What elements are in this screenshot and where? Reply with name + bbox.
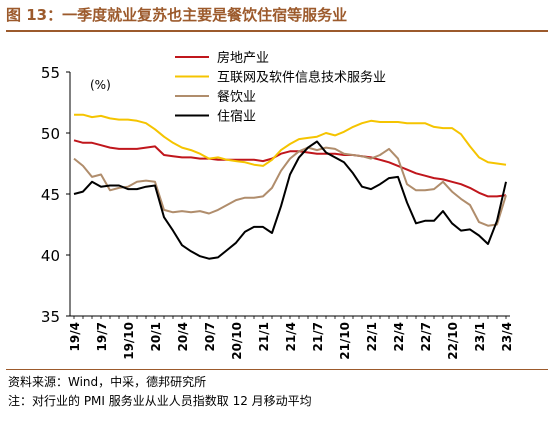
y-tick-label: 45 (41, 186, 60, 204)
y-tick-label: 50 (41, 125, 60, 143)
y-axis-unit-label: (%) (90, 78, 111, 92)
x-tick-label: 23/4 (500, 322, 514, 351)
legend-label-1: 房地产业 (217, 50, 269, 66)
x-tick-label: 19/10 (122, 322, 136, 360)
legend-label-3: 餐饮业 (217, 89, 256, 105)
x-tick-label: 19/4 (68, 322, 82, 351)
title-divider (6, 30, 548, 32)
y-tick-label: 55 (41, 64, 60, 82)
x-tick-label: 20/1 (149, 322, 163, 351)
line-chart: 35 40 45 50 55 (%) 19/4 19/7 19/10 20/1 20/4 20/7 20… (41, 50, 514, 360)
source-note: 资料来源：Wind，中采，德邦研究所 (8, 375, 207, 389)
x-tick-label: 21/10 (338, 322, 352, 360)
x-tick-label: 20/4 (176, 322, 190, 351)
x-tick-label: 22/1 (365, 322, 379, 351)
source-divider (6, 369, 548, 370)
x-tick-label: 22/7 (419, 322, 433, 351)
x-tick-label: 20/10 (230, 322, 244, 360)
legend-label-4: 住宿业 (217, 109, 256, 125)
series-line-3 (73, 146, 507, 227)
series-line-2 (74, 113, 507, 167)
x-tick-label: 23/1 (473, 322, 487, 351)
footnote: 注：对行业的 PMI 服务业从业人员指数取 12 月移动平均 (8, 394, 312, 408)
figure-title: 图 13：一季度就业复苏也主要是餐饮住宿等服务业 (6, 6, 348, 24)
legend-label-2: 互联网及软件信息技术服务业 (217, 70, 386, 86)
x-tick-label: 22/4 (392, 322, 406, 351)
x-tick-label: 21/4 (284, 322, 298, 351)
x-tick-label: 20/7 (203, 322, 217, 351)
x-tick-label: 19/7 (95, 322, 109, 351)
series-line-1 (73, 139, 507, 198)
x-tick-label: 21/7 (311, 322, 325, 351)
y-tick-label: 40 (41, 247, 60, 265)
y-tick-label: 35 (41, 308, 60, 326)
series-line-4 (73, 140, 507, 260)
x-tick-label: 21/1 (257, 322, 271, 351)
x-tick-label: 22/10 (446, 322, 460, 360)
